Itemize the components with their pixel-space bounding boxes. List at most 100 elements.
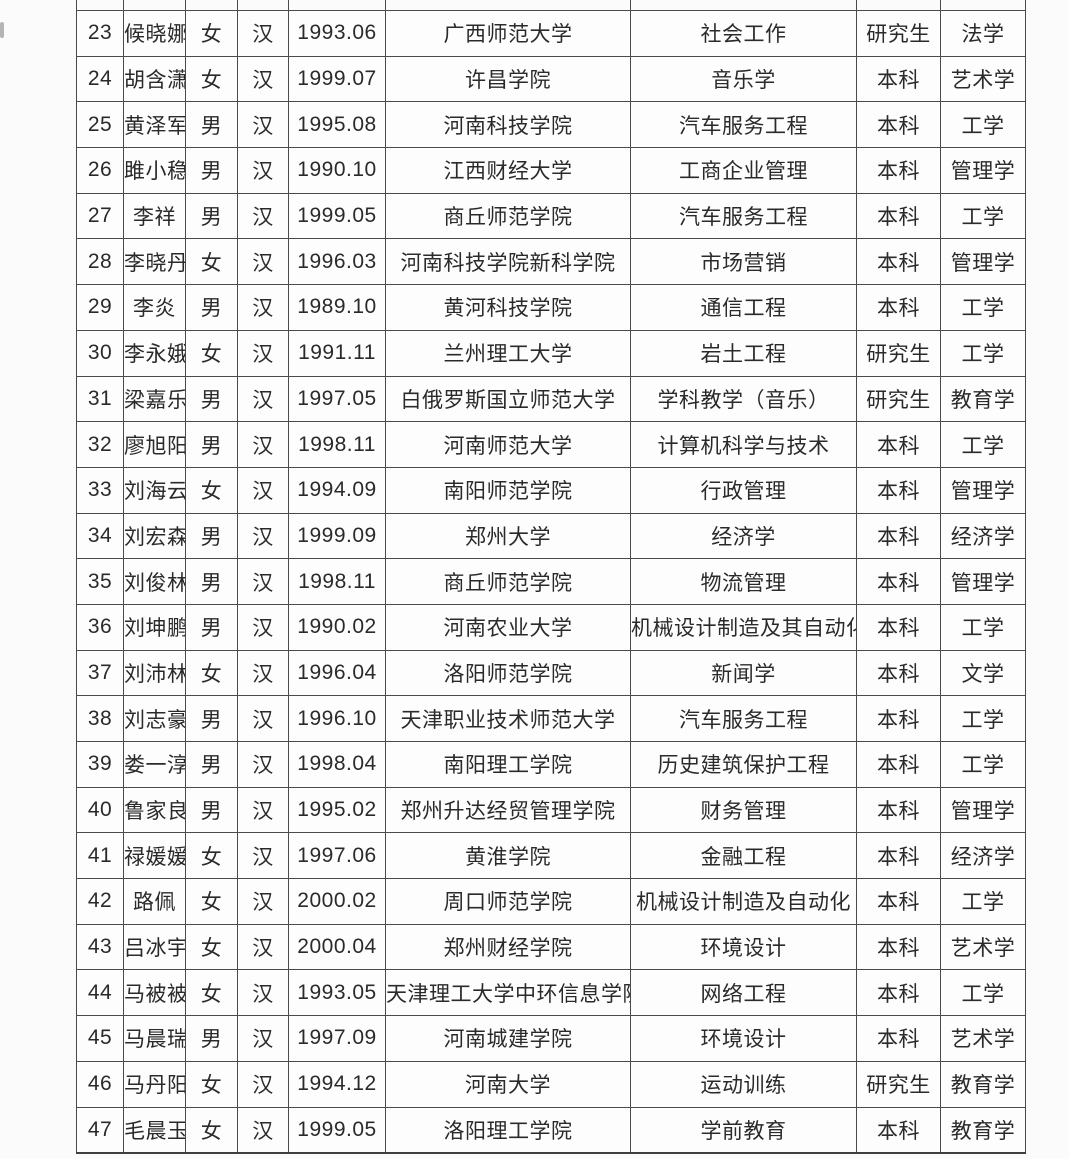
cell-university: 天津职业技术师范大学 (385, 695, 631, 742)
cell-name: 马晨瑞 (123, 1015, 186, 1062)
table-row: 26 雎小稳 男 汉 1990.10 江西财经大学 工商企业管理 本科 管理学 (76, 147, 1026, 194)
cell-ethnicity: 汉 (237, 603, 289, 651)
cell-education-level: 本科 (856, 923, 941, 971)
cell-name: 马被被 (123, 969, 186, 1017)
cell-ethnicity: 汉 (237, 284, 289, 331)
cell-major: 环境设计 (630, 1015, 857, 1062)
table-row: 43 吕冰宇 女 汉 2000.04 郑州财经学院 环境设计 本科 艺术学 (76, 923, 1026, 971)
cell-major: 机械设计制造及自动化 (630, 878, 857, 925)
cell-gender: 男 (185, 695, 238, 742)
cell-degree-category: 法学 (940, 10, 1026, 57)
cell-gender: 男 (185, 192, 238, 240)
cell-major: 计算机科学与技术 (630, 421, 857, 468)
cell-major: 新闻学 (630, 649, 857, 697)
cell-degree-category: 工学 (940, 603, 1026, 651)
table-row: 45 马晨瑞 男 汉 1997.09 河南城建学院 环境设计 本科 艺术学 (76, 1015, 1026, 1062)
cell-name: 李晓丹 (123, 238, 186, 286)
cell-name: 李永娥 (123, 329, 186, 377)
cell-major: 经济学 (630, 512, 857, 560)
cell-birth-date: 1996.03 (288, 238, 386, 286)
cell-ethnicity: 汉 (237, 923, 289, 971)
cell-row-number: 41 (76, 832, 124, 880)
clipped-row-above (76, 0, 1026, 11)
cell-gender: 女 (185, 969, 238, 1017)
cell-gender: 男 (185, 147, 238, 194)
cell-row-number: 32 (76, 421, 124, 468)
table-row: 32 廖旭阳 男 汉 1998.11 河南师范大学 计算机科学与技术 本科 工学 (76, 421, 1026, 468)
cell-name: 李祥 (123, 192, 186, 240)
cell-major: 物流管理 (630, 558, 857, 605)
table-row: 44 马被被 女 汉 1993.05 天津理工大学中环信息学院 网络工程 本科 … (76, 969, 1026, 1017)
cell-degree-category: 艺术学 (940, 923, 1026, 971)
cell-row-number: 27 (76, 192, 124, 240)
cell-gender: 女 (185, 10, 238, 57)
cell-education-level: 本科 (856, 786, 941, 834)
cell-gender: 女 (185, 55, 238, 103)
cell-university: 河南大学 (385, 1060, 631, 1108)
roster-table-body: 23 候晓娜 女 汉 1993.06 广西师范大学 社会工作 研究生 法学 24… (76, 0, 1026, 1154)
cell-birth-date: 1996.04 (288, 649, 386, 697)
cell-gender: 女 (185, 466, 238, 514)
cell-ethnicity: 汉 (237, 55, 289, 103)
table-row: 36 刘坤鹏 男 汉 1990.02 河南农业大学 机械设计制造及其自动化 本科… (76, 603, 1026, 651)
cell-birth-date: 1997.09 (288, 1015, 386, 1062)
cell-degree-category: 管理学 (940, 466, 1026, 514)
cell-birth-date: 1996.10 (288, 695, 386, 742)
cell-university: 黄淮学院 (385, 832, 631, 880)
cell-degree-category: 管理学 (940, 238, 1026, 286)
cell-birth-date: 1999.09 (288, 512, 386, 560)
cell-row-number: 26 (76, 147, 124, 194)
cell-university: 南阳理工学院 (385, 741, 631, 788)
cell-major: 学前教育 (630, 1106, 857, 1154)
cell-row-number: 45 (76, 1015, 124, 1062)
cell-name: 刘沛林 (123, 649, 186, 697)
cell-name: 刘宏森 (123, 512, 186, 560)
cell-university: 河南城建学院 (385, 1015, 631, 1062)
cell-birth-date: 1998.11 (288, 558, 386, 605)
cell-ethnicity: 汉 (237, 832, 289, 880)
cell-university: 洛阳师范学院 (385, 649, 631, 697)
cell-degree-category: 管理学 (940, 558, 1026, 605)
cell-major: 行政管理 (630, 466, 857, 514)
cell-degree-category: 管理学 (940, 786, 1026, 834)
cell-gender: 女 (185, 649, 238, 697)
cell-gender: 男 (185, 284, 238, 331)
cell-name: 刘坤鹏 (123, 603, 186, 651)
clipped-cell (123, 0, 186, 11)
cell-row-number: 40 (76, 786, 124, 834)
cell-birth-date: 2000.02 (288, 878, 386, 925)
cell-major: 运动训练 (630, 1060, 857, 1108)
cell-gender: 女 (185, 329, 238, 377)
table-row: 39 娄一淳 男 汉 1998.04 南阳理工学院 历史建筑保护工程 本科 工学 (76, 741, 1026, 788)
cell-gender: 女 (185, 1106, 238, 1154)
cell-degree-category: 经济学 (940, 512, 1026, 560)
cell-name: 毛晨玉 (123, 1106, 186, 1154)
table-row: 38 刘志豪 男 汉 1996.10 天津职业技术师范大学 汽车服务工程 本科 … (76, 695, 1026, 742)
cell-gender: 男 (185, 603, 238, 651)
cell-row-number: 38 (76, 695, 124, 742)
table-row: 29 李炎 男 汉 1989.10 黄河科技学院 通信工程 本科 工学 (76, 284, 1026, 331)
cell-row-number: 42 (76, 878, 124, 925)
cell-name: 黄泽军 (123, 101, 186, 149)
cell-major: 工商企业管理 (630, 147, 857, 194)
clipped-cell (856, 0, 941, 11)
table-row: 37 刘沛林 女 汉 1996.04 洛阳师范学院 新闻学 本科 文学 (76, 649, 1026, 697)
cell-birth-date: 1991.11 (288, 329, 386, 377)
cell-education-level: 本科 (856, 969, 941, 1017)
cell-major: 汽车服务工程 (630, 695, 857, 742)
cell-major: 历史建筑保护工程 (630, 741, 857, 788)
cell-name: 雎小稳 (123, 147, 186, 194)
cell-gender: 男 (185, 741, 238, 788)
cell-university: 商丘师范学院 (385, 192, 631, 240)
table-row: 24 胡含潇 女 汉 1999.07 许昌学院 音乐学 本科 艺术学 (76, 55, 1026, 103)
cell-row-number: 33 (76, 466, 124, 514)
cell-degree-category: 管理学 (940, 147, 1026, 194)
cell-ethnicity: 汉 (237, 466, 289, 514)
table-row: 23 候晓娜 女 汉 1993.06 广西师范大学 社会工作 研究生 法学 (76, 10, 1026, 57)
cell-university: 河南师范大学 (385, 421, 631, 468)
cell-ethnicity: 汉 (237, 649, 289, 697)
clipped-cell (237, 0, 289, 11)
cell-ethnicity: 汉 (237, 1015, 289, 1062)
cell-ethnicity: 汉 (237, 695, 289, 742)
cell-row-number: 31 (76, 375, 124, 423)
